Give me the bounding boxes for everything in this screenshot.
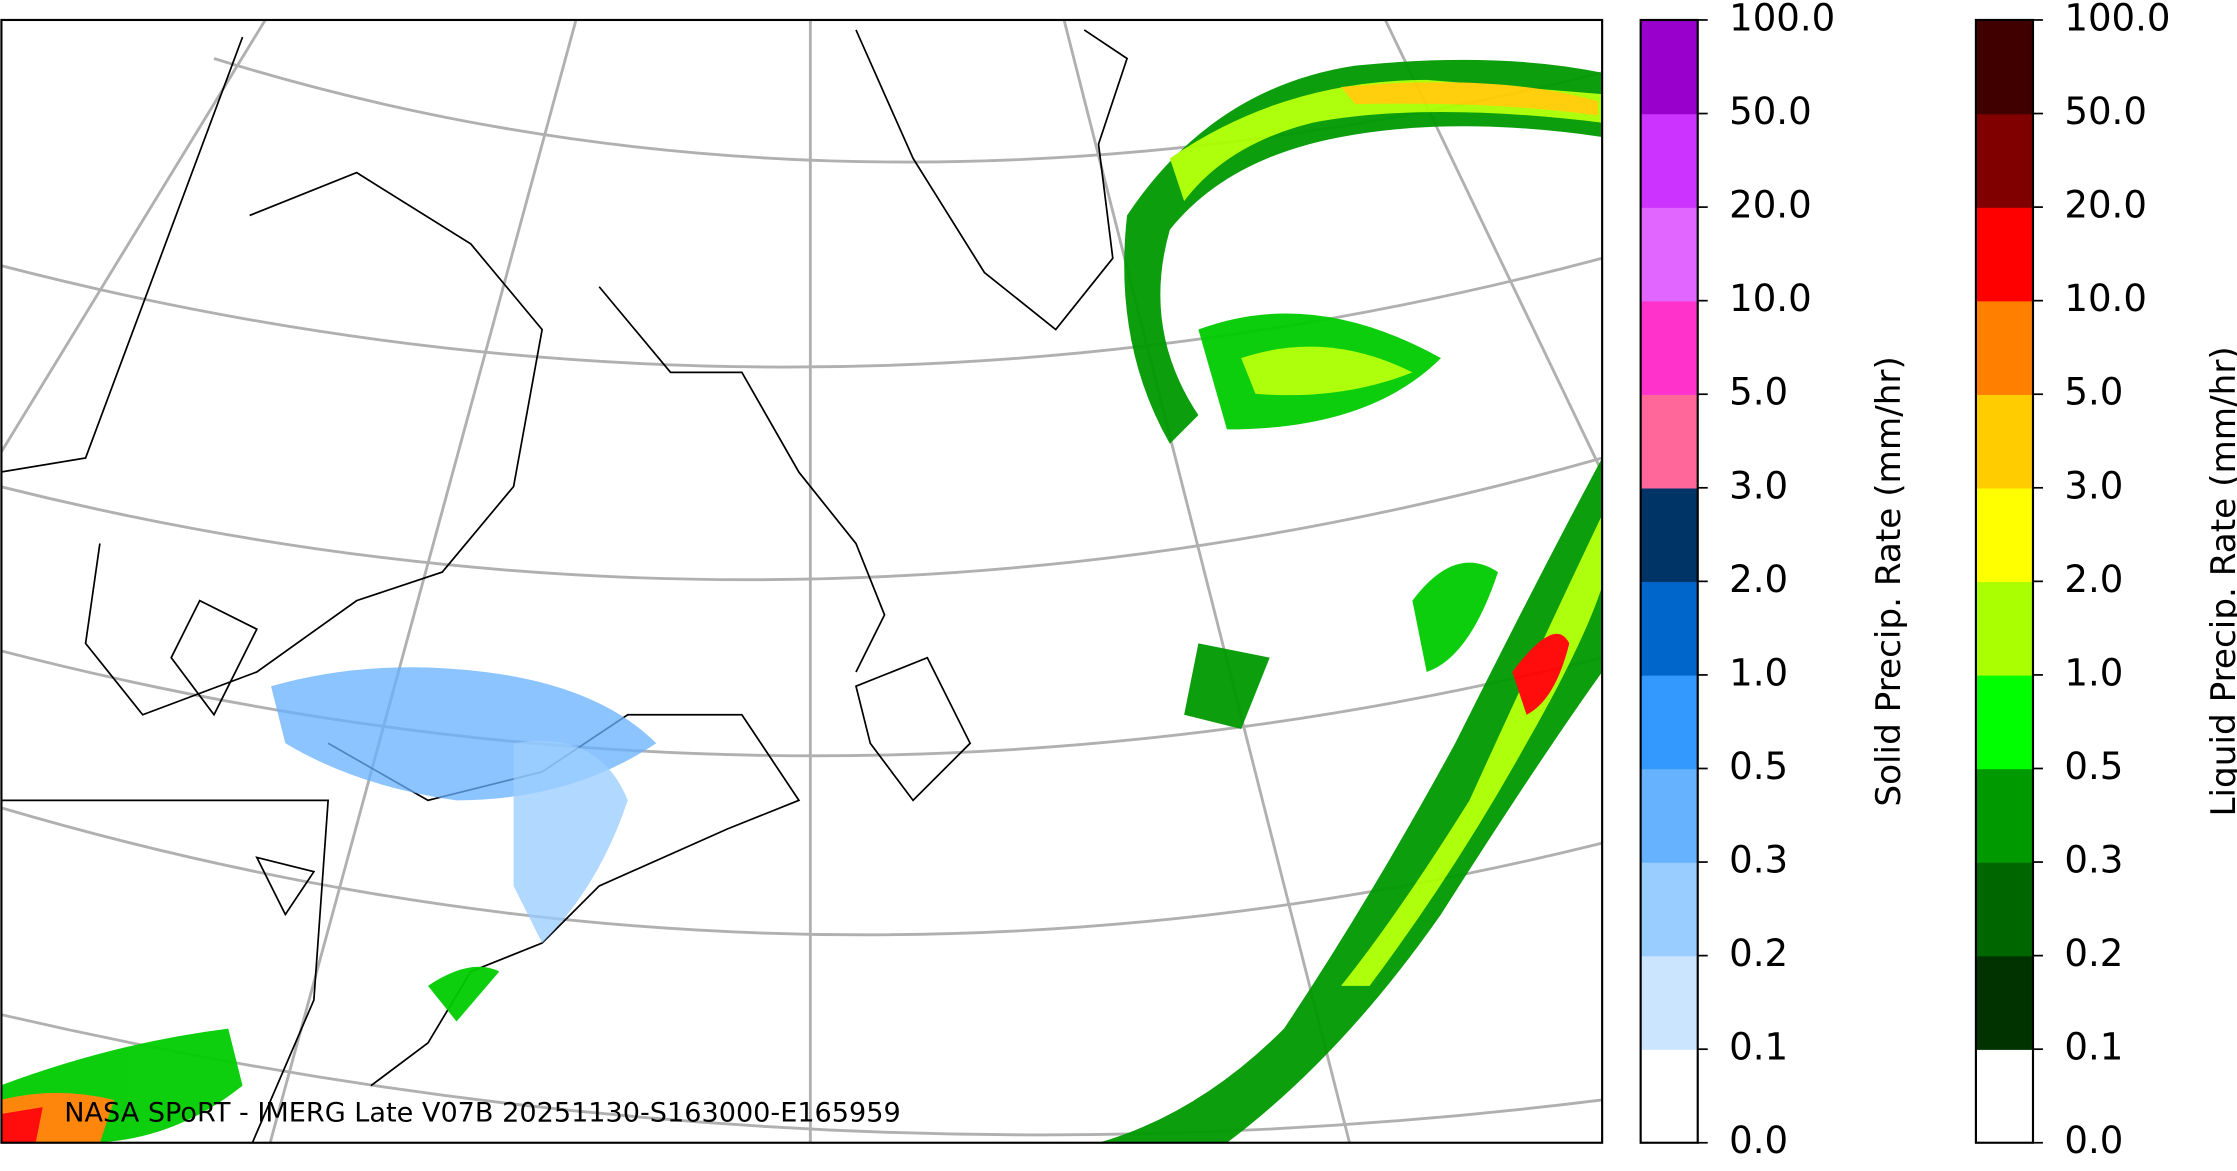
colorbar-segment (1975, 581, 2033, 676)
colorbar-tick-label: 2.0 (2064, 558, 2123, 601)
colorbar-segment (1975, 19, 2033, 115)
colorbar-segment (1975, 862, 2033, 957)
colorbar-segment (1975, 487, 2033, 583)
map (1, 19, 1603, 1143)
colorbar-tick-label: 0.5 (2064, 745, 2123, 788)
colorbar-segment (1640, 19, 1698, 115)
colorbar-segment (1640, 394, 1698, 489)
colorbar-segment (1975, 207, 2033, 302)
colorbar-tick-label: 100.0 (1729, 0, 1835, 39)
colorbar-tick-label: 50.0 (2064, 90, 2147, 133)
colorbar-segment (1640, 1049, 1698, 1144)
colorbar-tick-label: 2.0 (1729, 558, 1788, 601)
colorbar-tick-label: 20.0 (2064, 184, 2147, 227)
colorbar-segment (1975, 394, 2033, 489)
colorbar-tick-label: 0.1 (1729, 1026, 1788, 1069)
precipitation (1, 59, 1603, 1143)
colorbar-segment (1640, 581, 1698, 676)
colorbar-tick-label: 0.3 (1729, 839, 1788, 882)
colorbar-tick-label: 50.0 (1729, 90, 1812, 133)
colorbar-segment (1640, 955, 1698, 1050)
colorbar-segment (1975, 955, 2033, 1050)
colorbar-tick-label: 10.0 (2064, 277, 2147, 320)
colorbar-tick-label: 3.0 (2064, 464, 2123, 507)
colorbar-tick-label: 20.0 (1729, 184, 1812, 227)
colorbar-segment (1640, 674, 1698, 770)
colorbar-segment (1975, 113, 2033, 208)
colorbar-tick-label: 0.5 (1729, 745, 1788, 788)
colorbar-title: Solid Precip. Rate (mm/hr) (1869, 356, 1909, 806)
colorbar-tick-label: 0.2 (1729, 932, 1788, 975)
caption: NASA SPoRT - IMERG Late V07B 20251130-S1… (64, 1097, 901, 1128)
graticule (1, 19, 1603, 1143)
colorbar-segment (1975, 768, 2033, 863)
colorbar-segment (1640, 862, 1698, 957)
colorbar-tick-label: 0.1 (2064, 1026, 2123, 1069)
colorbar-tick-label: 3.0 (1729, 464, 1788, 507)
colorbar-tick-label: 1.0 (1729, 651, 1788, 694)
colorbar-tick-label: 0.0 (2064, 1119, 2123, 1162)
colorbar-segment (1640, 113, 1698, 208)
colorbar-segment (1640, 207, 1698, 302)
colorbar-tick-label: 10.0 (1729, 277, 1812, 320)
colorbar-tick-label: 5.0 (2064, 371, 2123, 414)
colorbar-tick-label: 100.0 (2064, 0, 2170, 39)
colorbar-segment (1975, 300, 2033, 395)
colorbar-tick-label: 0.2 (2064, 932, 2123, 975)
colorbar-tick-label: 0.3 (2064, 839, 2123, 882)
colorbar-segment (1640, 300, 1698, 395)
colorbar-segment (1975, 674, 2033, 770)
map-frame (0, 18, 1604, 1144)
colorbar-title: Liquid Precip. Rate (mm/hr) (2204, 346, 2237, 816)
colorbar-segment (1975, 1049, 2033, 1144)
colorbar-tick-label: 0.0 (1729, 1119, 1788, 1162)
colorbar-tick-label: 1.0 (2064, 651, 2123, 694)
colorbar-segment (1640, 768, 1698, 863)
colorbar-tick-label: 5.0 (1729, 371, 1788, 414)
colorbar-segment (1640, 487, 1698, 583)
